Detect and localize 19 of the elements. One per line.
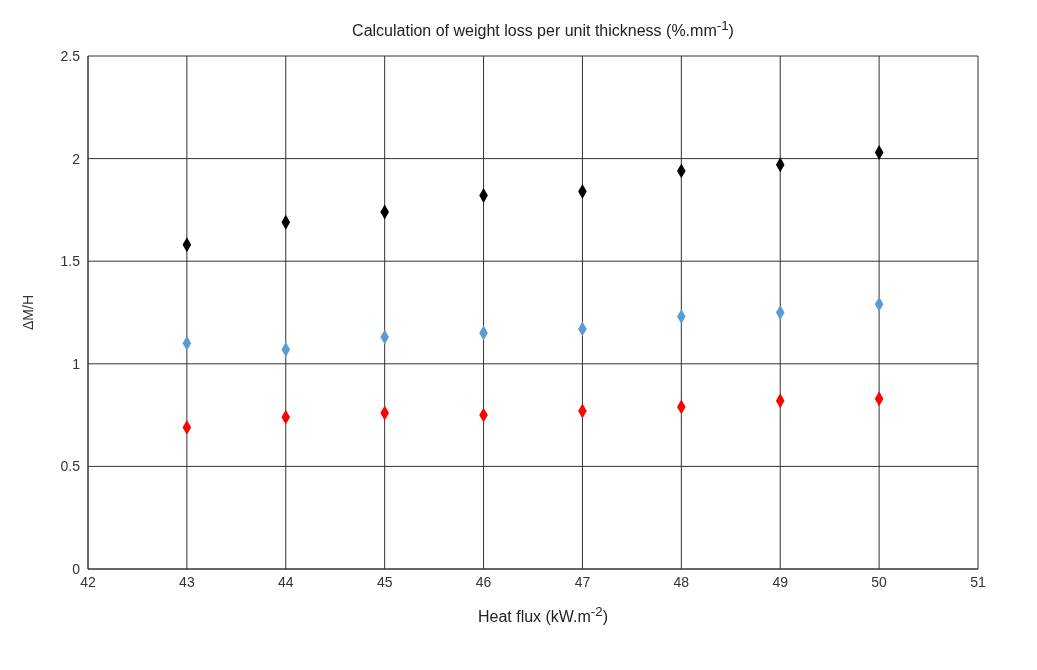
x-tick-label: 50 — [871, 574, 888, 591]
x-tick-label: 45 — [376, 574, 393, 591]
chart-title: Calculation of weight loss per unit thickness (%.mm$^{-1}$) — [351, 17, 735, 42]
x-tick-label: 48 — [673, 574, 690, 591]
y-tick-label: 2 — [72, 150, 81, 167]
y-tick-label: 1.5 — [60, 253, 81, 270]
x-tick-label: 49 — [772, 574, 789, 591]
x-tick-label: 47 — [574, 574, 591, 591]
y-tick-label: 0 — [72, 561, 81, 578]
y-tick-label: 2.5 — [60, 48, 81, 65]
x-tick-label: 44 — [277, 574, 294, 591]
x-tick-label: 43 — [179, 574, 195, 591]
x-tick-label: 51 — [970, 574, 986, 591]
x-axis-title: Heat flux (kW.m$^{-2}$) — [476, 604, 610, 627]
x-tick-label: 46 — [475, 574, 492, 591]
y-axis-title: ΔM/H — [19, 295, 36, 331]
y-tick-label: 0.5 — [60, 458, 81, 475]
y-tick-label: 1 — [72, 356, 81, 373]
x-tick-label: 42 — [80, 574, 96, 591]
